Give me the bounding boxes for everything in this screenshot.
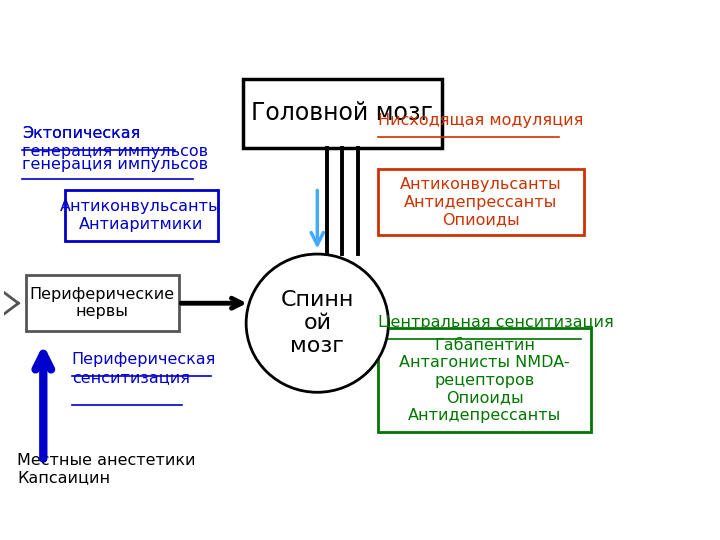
Text: Нисходящая модуляция: Нисходящая модуляция	[378, 113, 583, 128]
Text: Головной мозг: Головной мозг	[251, 101, 433, 125]
Text: Антиконвульсанты
Антидепрессанты
Опиоиды: Антиконвульсанты Антидепрессанты Опиоиды	[400, 177, 562, 227]
Text: Периферическая
сенситизация: Периферическая сенситизация	[72, 353, 216, 385]
Text: Габапентин
Антагонисты NMDA-
рецепторов
Опиоиды
Антидепрессанты: Габапентин Антагонисты NMDA- рецепторов …	[399, 338, 570, 423]
Text: Спинн
ой
мозг: Спинн ой мозг	[281, 290, 354, 356]
Text: Эктопическая: Эктопическая	[22, 126, 140, 141]
Text: генерация импульсов: генерация импульсов	[22, 157, 208, 172]
Ellipse shape	[246, 254, 389, 392]
FancyBboxPatch shape	[378, 328, 591, 432]
FancyBboxPatch shape	[243, 79, 442, 148]
Text: Периферические
нервы: Периферические нервы	[30, 287, 174, 320]
Text: Эктопическая
генерация импульсов: Эктопическая генерация импульсов	[22, 126, 208, 159]
FancyBboxPatch shape	[378, 169, 584, 235]
Text: Местные анестетики
Капсаицин: Местные анестетики Капсаицин	[17, 453, 195, 485]
FancyBboxPatch shape	[25, 275, 179, 331]
FancyBboxPatch shape	[65, 190, 217, 241]
Text: Антиконвульсанты
Антиаритмики: Антиконвульсанты Антиаритмики	[60, 199, 222, 232]
Text: Центральная сенситизация: Центральная сенситизация	[378, 315, 613, 330]
